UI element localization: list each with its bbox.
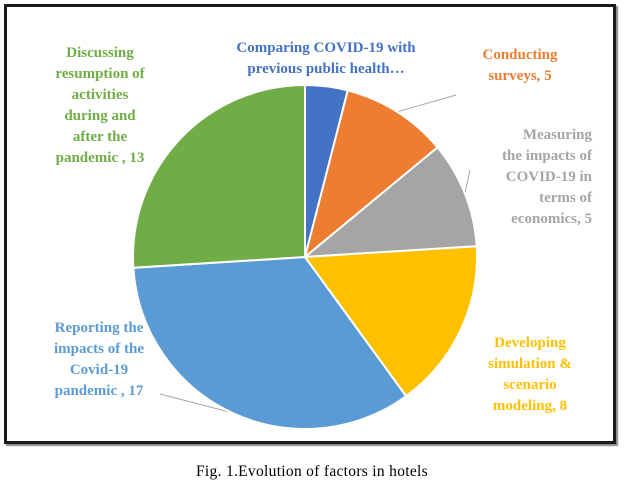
slice-label-line: COVID-19 in (505, 169, 592, 185)
slice-label-line: simulation & (488, 356, 572, 372)
pie-slice-discussing-resumption (132, 83, 306, 269)
slice-label-line: scenario (503, 377, 557, 393)
figure-caption: Fig. 1.Evolution of factors in hotels (196, 463, 428, 480)
slice-label-conducting-surveys: Conducting surveys, 5 (470, 45, 570, 87)
slice-label-line: Developing (494, 335, 566, 351)
slice-label-line: pandemic , 17 (54, 383, 144, 399)
pie-slice-developing-simulation (303, 245, 478, 398)
slice-label-line: Measuring (522, 127, 592, 143)
slice-label-line: after the (72, 129, 128, 145)
slice-label-line: during and (64, 108, 136, 124)
slice-label-developing-simulation: Developing simulation & scenario modeling, … (480, 333, 580, 417)
slice-label-line: previous public health… (247, 61, 405, 77)
slice-label-line: surveys, 5 (488, 68, 552, 84)
slice-label-line: resumption of (55, 66, 145, 82)
slice-label-line: Reporting the (54, 320, 144, 336)
slice-label-measuring-impacts: Measuring the impacts of COVID-19 in terms … (470, 125, 592, 230)
leader-lines (159, 94, 471, 414)
slice-label-line: terms of (539, 190, 592, 206)
slice-label-line: pandemic , 13 (55, 150, 145, 166)
slice-label-reporting-impacts: Reporting the impacts of the Covid-19 pande… (36, 318, 162, 402)
pie-slice-reporting-impacts (132, 255, 408, 430)
leader-line-reporting-impacts (159, 393, 232, 414)
slice-label-line: impacts of the (54, 341, 144, 357)
slice-label-line: Discussing (66, 45, 134, 61)
slice-label-line: economics, 5 (511, 211, 592, 227)
slice-label-line: Comparing COVID-19 with (236, 40, 416, 56)
slice-label-line: activities (71, 87, 129, 103)
slice-label-comparing-covid: Comparing COVID-19 with previous public h… (226, 38, 426, 80)
slice-label-discussing-resumption: Discussing resumption of activities during … (20, 43, 180, 169)
pie-slice-conducting-surveys (303, 89, 439, 260)
slice-label-line: Conducting (482, 47, 558, 63)
leader-line-measuring-impacts (464, 169, 471, 194)
pie-slice-measuring-impacts (301, 145, 478, 259)
slice-label-line: Covid-19 (69, 362, 129, 378)
slice-label-line: modeling, 8 (492, 398, 568, 414)
slice-label-line: the impacts of (502, 148, 592, 164)
leader-line-conducting-surveys (397, 94, 457, 113)
